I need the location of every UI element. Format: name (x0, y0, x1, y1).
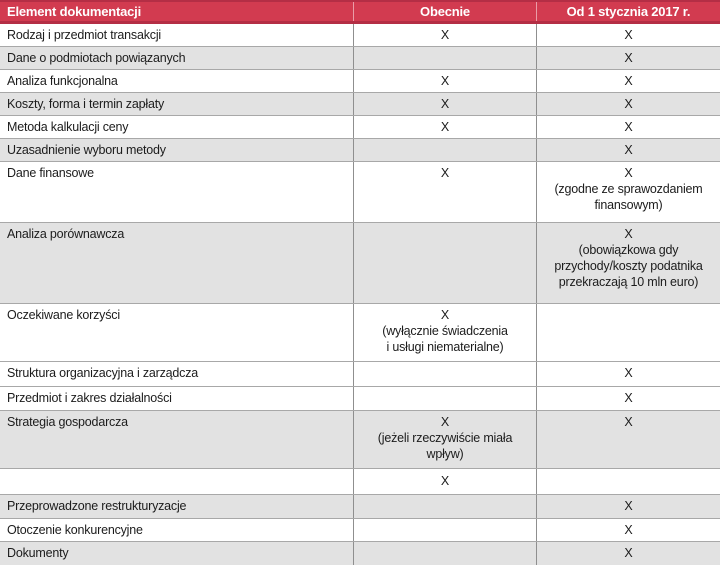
cell-obecnie: X (354, 24, 537, 46)
cell-element: Analiza funkcjonalna (0, 70, 354, 92)
table-row: Rodzaj i przedmiot transakcji X X (0, 24, 720, 47)
cell-obecnie (354, 387, 537, 410)
cell-element: Strategia gospodarcza (0, 411, 354, 468)
cell-element: Dokumenty (0, 542, 354, 565)
cell-od-2017: X (624, 143, 633, 157)
cell-element: Przedmiot i zakres działalności (0, 387, 354, 410)
cell-od-2017: X (624, 51, 633, 65)
cell-od-2017: X (624, 499, 633, 513)
cell-od-2017 (537, 304, 720, 361)
table-row: Dane finansowe X X (zgodne ze sprawozdan… (0, 162, 720, 223)
table-row: Dane o podmiotach powiązanych X (0, 47, 720, 70)
table-row: Otoczenie konkurencyjne X (0, 519, 720, 542)
table-body: Rodzaj i przedmiot transakcji X X Dane o… (0, 24, 720, 565)
cell-element: Dane o podmiotach powiązanych (0, 47, 354, 69)
cell-obecnie (354, 495, 537, 518)
cell-element: Analiza porównawcza (0, 223, 354, 303)
table-row: Metoda kalkulacji ceny X X (0, 116, 720, 139)
cell-element: Struktura organizacyjna i zarządcza (0, 362, 354, 386)
cell-element: Otoczenie konkurencyjne (0, 519, 354, 541)
cell-od-2017: X (obowiązkowa gdy przychody/koszty poda… (554, 227, 703, 289)
cell-obecnie (354, 139, 537, 161)
cell-od-2017 (537, 469, 720, 494)
cell-element: Oczekiwane korzyści (0, 304, 354, 361)
cell-obecnie: X (jeżeli rzeczywiście miała wpływ) (354, 411, 537, 468)
cell-element: Uzasadnienie wyboru metody (0, 139, 354, 161)
column-header-od-2017: Od 1 stycznia 2017 r. (566, 4, 691, 19)
cell-obecnie: X (354, 70, 537, 92)
cell-obecnie (354, 223, 537, 303)
table-row: Koszty, forma i termin zapłaty X X (0, 93, 720, 116)
cell-obecnie: X (wyłącznie świadczenia i usługi niemat… (354, 304, 537, 361)
cell-od-2017: X (624, 546, 633, 560)
cell-od-2017: X (624, 391, 633, 405)
cell-obecnie (354, 519, 537, 541)
table-row: Analiza funkcjonalna X X (0, 70, 720, 93)
cell-obecnie: X (354, 116, 537, 138)
cell-obecnie (354, 362, 537, 386)
table-row: Oczekiwane korzyści X (wyłącznie świadcz… (0, 304, 720, 362)
cell-element: Metoda kalkulacji ceny (0, 116, 354, 138)
table-header-row: Element dokumentacji Obecnie Od 1 styczn… (0, 0, 720, 24)
table-row: Struktura organizacyjna i zarządcza X (0, 362, 720, 387)
cell-od-2017: X (624, 74, 633, 88)
table-row: Analiza porównawcza X (obowiązkowa gdy p… (0, 223, 720, 304)
cell-element (0, 469, 354, 494)
cell-obecnie: X (354, 93, 537, 115)
table-row: Uzasadnienie wyboru metody X (0, 139, 720, 162)
table-row: Przedmiot i zakres działalności X (0, 387, 720, 411)
column-header-element: Element dokumentacji (0, 2, 354, 21)
table-row: X (0, 469, 720, 495)
cell-element: Koszty, forma i termin zapłaty (0, 93, 354, 115)
cell-od-2017: X (zgodne ze sprawozdaniem finansowym) (554, 166, 703, 212)
cell-element: Rodzaj i przedmiot transakcji (0, 24, 354, 46)
cell-od-2017: X (624, 28, 633, 42)
table-row: Przeprowadzone restrukturyzacje X (0, 495, 720, 519)
cell-element: Przeprowadzone restrukturyzacje (0, 495, 354, 518)
column-header-obecnie: Obecnie (354, 2, 537, 21)
cell-element: Dane finansowe (0, 162, 354, 222)
cell-od-2017: X (624, 366, 633, 380)
cell-od-2017: X (624, 97, 633, 111)
cell-od-2017: X (624, 523, 633, 537)
table-row: Strategia gospodarcza X (jeżeli rzeczywi… (0, 411, 720, 469)
cell-obecnie (354, 47, 537, 69)
cell-obecnie: X (354, 469, 537, 494)
table-row: Dokumenty X (0, 542, 720, 565)
cell-od-2017: X (624, 120, 633, 134)
cell-od-2017: X (624, 415, 633, 429)
cell-obecnie (354, 542, 537, 565)
cell-obecnie: X (354, 162, 537, 222)
